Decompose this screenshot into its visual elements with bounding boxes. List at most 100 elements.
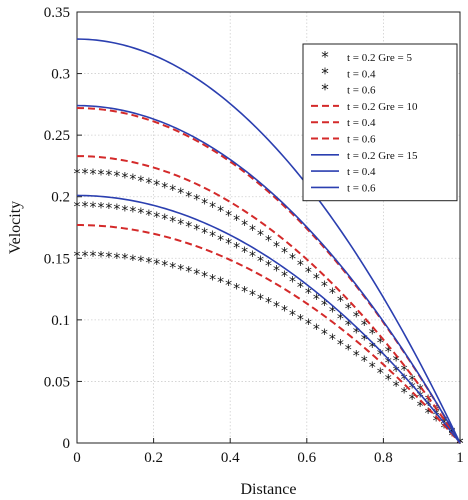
data-point-marker: * (209, 229, 216, 245)
y-axis-title: Velocity (7, 201, 24, 254)
series-line (76, 104, 461, 444)
data-point-marker: * (97, 250, 104, 266)
data-point-marker: * (121, 252, 128, 268)
data-point-marker: * (417, 389, 424, 405)
data-point-marker: * (385, 356, 392, 372)
data-point-marker: * (145, 176, 152, 192)
data-point-marker: * (241, 285, 248, 301)
data-point-marker: * (337, 337, 344, 353)
legend-items: * t = 0.2 Gre = 5 * t = 0.4 * t = 0.6 t = 0.2 … (311, 48, 418, 194)
data-point-marker: * (281, 269, 288, 285)
data-point-marker: * (113, 169, 120, 185)
axis-ticks: 0 0.2 0.4 0.6 0.8 1 0 0.05 0.1 0.15 0.2 0.25 0.3 0.35 (44, 5, 464, 466)
data-point-marker: * (241, 218, 248, 234)
data-point-marker: * (121, 171, 128, 187)
data-point-marker: * (241, 245, 248, 261)
data-point-marker: * (361, 318, 368, 334)
data-point-marker: * (361, 333, 368, 349)
data-point-marker: * (177, 263, 184, 279)
data-point-marker: * (89, 200, 96, 216)
y-tick-label: 0.3 (51, 67, 70, 83)
data-point-marker: * (97, 167, 104, 183)
series-9 (76, 194, 461, 444)
data-point-marker: * (257, 292, 264, 308)
data-point-marker: * (153, 210, 160, 226)
legend-item: t = 0.4 (311, 117, 376, 129)
data-point-marker: * (185, 220, 192, 236)
data-point-marker: * (377, 348, 384, 364)
data-point-marker: * (129, 205, 136, 221)
data-point-marker: * (289, 274, 296, 290)
data-point-marker: * (313, 272, 320, 288)
x-tick-label: 0.6 (297, 450, 316, 466)
data-point-marker: * (281, 304, 288, 320)
series-1: * * * * * * * * * * * * * * * * * * * * * * * * * * * * * * * * * * ******… (74, 166, 464, 452)
data-point-marker: * (297, 280, 304, 296)
data-point-marker: * (233, 241, 240, 257)
series-3: * * * * * * * * * * * * * * * * * * * * * * * * * * * * * * * * * * * * * * * *… (74, 249, 464, 452)
data-point-marker: * (169, 261, 176, 277)
y-tick-label: 0.15 (44, 251, 70, 267)
data-point-marker: * (105, 201, 112, 217)
data-point-marker: * (409, 381, 416, 397)
data-point-marker: * (329, 286, 336, 302)
data-point-marker: * (74, 166, 81, 182)
data-point-marker: * (249, 288, 256, 304)
series-6 (76, 224, 461, 444)
data-point-marker: * (265, 296, 272, 312)
data-point-marker: * (425, 398, 432, 414)
data-point-marker: * (81, 200, 88, 216)
data-point-marker: * (217, 233, 224, 249)
data-point-marker: * (297, 258, 304, 274)
data-point-marker: * (321, 298, 328, 314)
data-point-marker: * (393, 364, 400, 380)
data-point-marker: * (345, 343, 352, 359)
data-point-marker: * (225, 278, 232, 294)
legend-label: t = 0.2 Gre = 15 (347, 150, 418, 162)
data-point-marker: * (329, 305, 336, 321)
legend-item: t = 0.4 (311, 166, 376, 178)
series-line (76, 38, 461, 444)
x-axis-title: Distance (241, 481, 297, 498)
legend-marker: * (321, 64, 329, 82)
x-tick-label: 0 (73, 450, 81, 466)
data-point-marker: * (377, 335, 384, 351)
y-tick-label: 0.1 (51, 313, 70, 329)
data-point-marker: * (137, 206, 144, 222)
series-7 (76, 38, 461, 444)
data-point-marker: * (313, 322, 320, 338)
legend-item: t = 0.2 Gre = 15 (311, 150, 418, 162)
data-point-marker: * (345, 302, 352, 318)
data-point-marker: * (257, 228, 264, 244)
data-point-marker: * (201, 196, 208, 212)
series-2: * * * * * * * * * * * * * * * * * * * * * * * * * * * * * * * * * * * * * * * *… (74, 200, 464, 452)
data-point-marker: * (89, 249, 96, 265)
data-point-marker: * (393, 379, 400, 395)
data-point-marker: * (129, 253, 136, 269)
legend-item: * t = 0.6 (321, 81, 376, 99)
data-point-marker: * (193, 193, 200, 209)
data-point-marker: * (385, 344, 392, 360)
data-point-marker: * (353, 310, 360, 326)
data-point-marker: * (201, 226, 208, 242)
data-point-marker: * (265, 234, 272, 250)
data-point-marker: * (201, 270, 208, 286)
data-point-marker: * (337, 294, 344, 310)
data-point-marker: * (113, 251, 120, 267)
legend-label: t = 0.6 (347, 85, 376, 97)
data-point-marker: * (289, 252, 296, 268)
data-point-marker: * (105, 168, 112, 184)
data-point-marker: * (425, 393, 432, 409)
y-tick-label: 0 (63, 436, 71, 452)
data-point-marker: * (233, 281, 240, 297)
data-point-marker: * (449, 428, 456, 444)
data-point-marker: * (361, 354, 368, 370)
x-tick-label: 0.2 (144, 450, 163, 466)
data-point-marker: * (225, 209, 232, 225)
data-point-marker: * (233, 213, 240, 229)
series-line (76, 155, 461, 444)
data-point-marker: * (161, 180, 168, 196)
data-point-marker: * (353, 325, 360, 341)
data-point-marker: * (89, 167, 96, 183)
data-point-marker: * (161, 212, 168, 228)
